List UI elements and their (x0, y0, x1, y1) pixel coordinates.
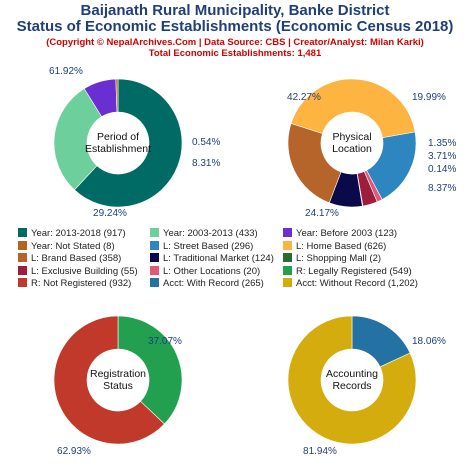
percent-label-r-legally-registered: 37.07% (148, 336, 182, 347)
percent-label-l-other-locations: 1.35% (428, 138, 456, 149)
legend-label: L: Traditional Market (124) (163, 253, 274, 264)
legend-label: Year: Before 2003 (123) (296, 228, 398, 239)
center-label: Registration (90, 368, 146, 380)
percent-label-l-shopping-mall: 0.14% (428, 164, 456, 175)
donut-hole (87, 112, 149, 174)
legend-label: L: Shopping Mall (2) (296, 253, 382, 264)
legend: Year: 2013-2018 (917) Year: 2003-2013 (43… (0, 228, 470, 318)
percent-label-l-brand-based: 24.17% (305, 208, 339, 219)
center-label: Status (103, 380, 133, 392)
legend-swatch (150, 240, 159, 250)
percent-label-r-not-registered: 62.93% (57, 446, 91, 457)
legend-swatch (283, 265, 292, 275)
percent-label-year-2003-2013: 29.24% (93, 208, 127, 219)
legend-label: Year: 2003-2013 (433) (163, 228, 258, 239)
legend-item-year-before-2003: Year: Before 2003 (123) (283, 228, 397, 239)
percent-label-l-street-based: 19.99% (412, 92, 446, 103)
copyright-line: (Copyright © NepalArchives.Com | Data So… (46, 37, 424, 48)
legend-label: L: Brand Based (358) (31, 253, 122, 264)
legend-swatch (283, 228, 292, 237)
center-label: Location (332, 143, 372, 155)
percent-label-acct-with-record: 18.06% (412, 336, 446, 347)
percent-label-year-not-stated: 0.54% (192, 137, 220, 148)
legend-label: Year: Not Stated (8) (31, 240, 115, 252)
legend-swatch (150, 253, 159, 262)
legend-label: Acct: With Record (265) (163, 278, 264, 289)
legend-swatch (150, 265, 159, 275)
percent-label-year-before-2003: 8.31% (192, 158, 220, 169)
percent-label-l-home-based: 42.27% (287, 92, 321, 103)
legend-swatch (18, 228, 27, 237)
center-label: Physical (332, 131, 371, 143)
legend-swatch (18, 278, 27, 287)
legend-item-acct-with-record: Acct: With Record (265) (150, 278, 264, 289)
legend-item-l-other-locations: L: Other Locations (20) (150, 265, 261, 277)
percent-label-l-exclusive-building: 3.71% (428, 151, 456, 162)
center-label: Establishment (85, 143, 151, 155)
center-label: Period of (97, 131, 139, 143)
legend-swatch (283, 240, 292, 250)
legend-item-l-home-based: L: Home Based (626) (283, 240, 387, 252)
legend-swatch (18, 240, 27, 250)
total-establishments: Total Economic Establishments: 1,481 (148, 48, 322, 59)
legend-label: L: Other Locations (20) (163, 265, 261, 277)
legend-swatch (150, 228, 159, 237)
legend-label: L: Exclusive Building (55) (31, 265, 138, 277)
main-title: Baijanath Rural Municipality, Banke Dist… (80, 2, 390, 19)
legend-item-acct-without-record: Acct: Without Record (1,202) (283, 278, 418, 289)
legend-item-l-street-based: L: Street Based (296) (150, 240, 254, 252)
donut-hole (321, 112, 383, 174)
donut-hole (321, 349, 383, 411)
legend-item-l-shopping-mall: L: Shopping Mall (2) (283, 253, 381, 264)
legend-label: L: Street Based (296) (163, 240, 254, 252)
legend-swatch (18, 253, 27, 262)
legend-swatch (283, 278, 292, 287)
legend-label: Year: 2013-2018 (917) (31, 228, 126, 239)
legend-label: Acct: Without Record (1,202) (296, 278, 418, 289)
center-label: Accounting (326, 368, 378, 380)
center-label: Records (332, 380, 371, 392)
legend-item-r-legally-registered: R: Legally Registered (549) (283, 265, 412, 277)
legend-item-l-traditional-market: L: Traditional Market (124) (150, 253, 274, 264)
legend-item-l-brand-based: L: Brand Based (358) (18, 253, 121, 264)
legend-swatch (18, 265, 27, 275)
main-subtitle: Status of Economic Establishments (Econo… (16, 18, 454, 35)
legend-item-r-not-registered: R: Not Registered (932) (18, 278, 131, 289)
legend-item-l-exclusive-building: L: Exclusive Building (55) (18, 265, 138, 277)
legend-swatch (150, 278, 159, 287)
legend-swatch (283, 253, 292, 262)
legend-label: R: Not Registered (932) (31, 278, 132, 289)
legend-label: L: Home Based (626) (296, 240, 387, 252)
legend-item-year-2013-2018: Year: 2013-2018 (917) (18, 228, 126, 239)
legend-label: R: Legally Registered (549) (296, 265, 412, 277)
percent-label-year-2013-2018: 61.92% (49, 66, 83, 77)
donut-hole (87, 349, 149, 411)
percent-label-acct-without-record: 81.94% (303, 446, 337, 457)
percent-label-l-traditional-market: 8.37% (428, 183, 456, 194)
legend-item-year-not-stated: Year: Not Stated (8) (18, 240, 115, 252)
legend-item-year-2003-2013: Year: 2003-2013 (433) (150, 228, 258, 239)
